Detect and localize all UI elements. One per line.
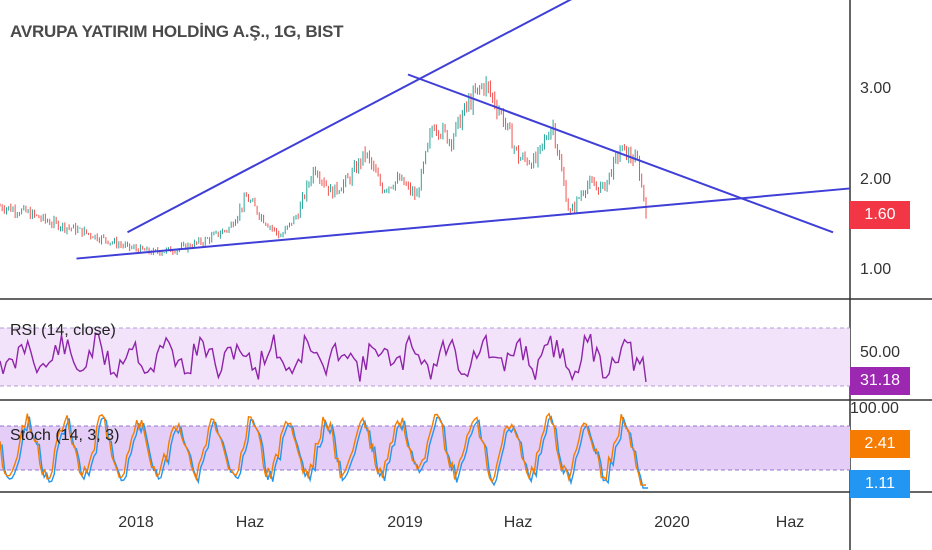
stoch-d-tag: 1.11 <box>850 470 910 498</box>
rsi-value-tag: 31.18 <box>850 367 910 395</box>
stoch-label[interactable]: Stoch (14, 3, 3) <box>10 427 120 444</box>
price-tick-2: 2.00 <box>860 171 892 188</box>
rsi-label[interactable]: RSI (14, close) <box>10 322 116 339</box>
price-tick-3: 3.00 <box>860 80 892 97</box>
time-label-2018: 2018 <box>118 514 154 531</box>
stoch-k-tag: 2.41 <box>850 430 910 458</box>
trendline-lower-support <box>76 187 851 260</box>
rsi-line <box>0 332 647 383</box>
rsi-tick-50: 50.00 <box>860 344 901 361</box>
chart-title: AVRUPA YATIRIM HOLDİNG A.Ş., 1G, BIST <box>10 22 344 41</box>
stoch-tick-100: 100.00 <box>850 400 899 417</box>
trendline-upper-rising <box>127 0 572 234</box>
stoch-k-line <box>0 412 646 486</box>
time-label-haz-3: Haz <box>775 514 805 531</box>
rsi-band <box>0 328 850 386</box>
time-label-2019: 2019 <box>387 514 423 531</box>
time-label-haz-2: Haz <box>503 514 533 531</box>
last-price-tag: 1.60 <box>850 201 910 229</box>
price-tick-1: 1.00 <box>860 261 892 278</box>
time-label-haz-1: Haz <box>235 514 265 531</box>
time-label-2020: 2020 <box>654 514 690 531</box>
trendline-upper-falling <box>407 73 834 234</box>
